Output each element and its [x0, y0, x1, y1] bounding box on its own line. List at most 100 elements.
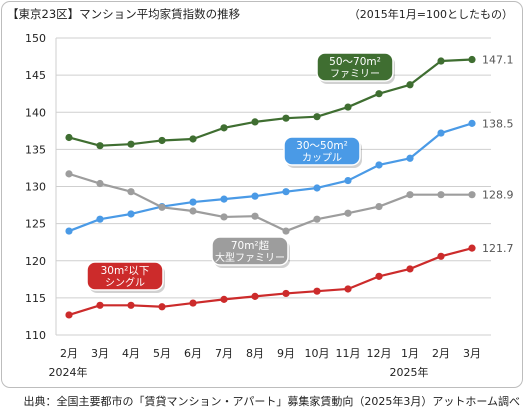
x-tick-label: 3月 [91, 347, 109, 360]
data-point [406, 81, 414, 89]
data-point [158, 203, 166, 211]
y-tick-label: 145 [25, 69, 46, 82]
series-line [68, 122, 473, 233]
series-badge [211, 236, 289, 266]
data-point [189, 135, 197, 143]
data-point [375, 272, 383, 280]
x-tick-label: 12月 [367, 347, 392, 360]
end-value-label: 121.7 [482, 242, 514, 255]
x-tick-label: 9月 [277, 347, 295, 360]
data-point [282, 227, 290, 235]
x-tick-label: 10月 [305, 347, 330, 360]
data-point [313, 287, 321, 295]
data-point [437, 252, 445, 260]
x-tick-label: 4月 [122, 347, 140, 360]
data-point [468, 119, 476, 127]
data-point [65, 227, 73, 235]
data-point [282, 289, 290, 298]
year-label: 2025年 [390, 365, 429, 379]
data-point [220, 124, 228, 132]
series-line [68, 172, 472, 233]
line-chart: 110 115 120 125 130 135 140 145 150 2月 3月 4月 5月 6月 7月 8… [25, 32, 514, 379]
series-line [68, 58, 473, 147]
data-point [96, 179, 104, 188]
series-badge-label: 30〜50m² [296, 140, 348, 152]
data-point [344, 285, 352, 293]
series-badge-label: シングル [105, 276, 145, 289]
series-badge-label: カップル [302, 152, 342, 164]
x-tick-label: 6月 [184, 347, 202, 360]
end-value-label: 138.5 [482, 117, 514, 130]
data-point [344, 209, 352, 217]
y-tick-label: 115 [25, 292, 46, 305]
data-point [251, 212, 259, 220]
year-label: 2024年 [49, 365, 88, 379]
end-value-label: 128.9 [482, 189, 514, 202]
data-point [189, 299, 197, 307]
data-point [127, 301, 135, 309]
data-point [96, 301, 104, 309]
data-point [251, 292, 259, 300]
y-tick-label: 140 [25, 106, 46, 119]
data-point [251, 192, 259, 200]
data-point [313, 215, 321, 223]
index-base-note: （2015年1月=100としたもの） [348, 8, 513, 21]
data-point [127, 140, 135, 148]
data-point [282, 188, 290, 196]
data-point [96, 142, 104, 150]
series-badge-label: 50〜70m² [329, 56, 381, 68]
data-point [220, 295, 228, 303]
x-tick-label: 3月 [463, 347, 481, 360]
x-tick-label: 8月 [246, 347, 264, 360]
data-point [468, 244, 476, 252]
data-point [65, 133, 73, 142]
data-point [437, 191, 445, 199]
data-point [313, 184, 321, 192]
data-point [65, 311, 73, 319]
series-badge [316, 52, 394, 82]
y-tick-label: 125 [25, 218, 46, 231]
data-point [282, 114, 290, 122]
source-note: 出典：全国主要都市の「賃貸マンション・アパート」募集家賃動向（2025年3月）ア… [23, 395, 520, 408]
x-tick-label: 1月 [401, 347, 419, 360]
x-tick-label: 11月 [336, 347, 361, 360]
y-tick-label: 120 [25, 255, 46, 268]
data-point [344, 103, 352, 111]
data-point [220, 213, 228, 221]
data-point [127, 188, 135, 196]
data-point [313, 113, 321, 121]
data-point [127, 210, 135, 218]
chart-title: 【東京23区】マンション平均家賃指数の推移 [7, 7, 241, 21]
data-point [96, 215, 104, 223]
data-point [158, 136, 166, 145]
data-point [375, 161, 383, 169]
data-point [65, 170, 73, 178]
data-point [437, 57, 445, 65]
y-tick-label: 110 [25, 329, 46, 342]
series-badge-label: 大型ファミリー [215, 251, 285, 264]
x-tick-label: 5月 [153, 347, 171, 360]
series-badge-label: 30m²以下 [101, 265, 150, 277]
data-point [251, 118, 259, 126]
data-point [468, 191, 476, 199]
series-badge-label: ファミリー [330, 69, 380, 80]
data-point [406, 265, 414, 273]
data-point [406, 154, 414, 162]
y-tick-label: 150 [25, 32, 46, 45]
data-point [468, 55, 476, 64]
data-point [344, 176, 352, 185]
x-tick-label: 2月 [432, 347, 450, 360]
data-point [158, 303, 166, 311]
end-value-label: 147.1 [482, 54, 514, 67]
series-line [68, 247, 473, 317]
x-tick-label: 2月 [60, 347, 78, 360]
data-point [437, 129, 445, 137]
x-tick-label: 7月 [215, 347, 233, 360]
y-tick-label: 135 [25, 143, 46, 156]
data-point [375, 90, 383, 98]
series-badge [283, 136, 361, 166]
data-point [220, 195, 228, 203]
data-point [189, 198, 197, 206]
data-point [375, 202, 383, 211]
